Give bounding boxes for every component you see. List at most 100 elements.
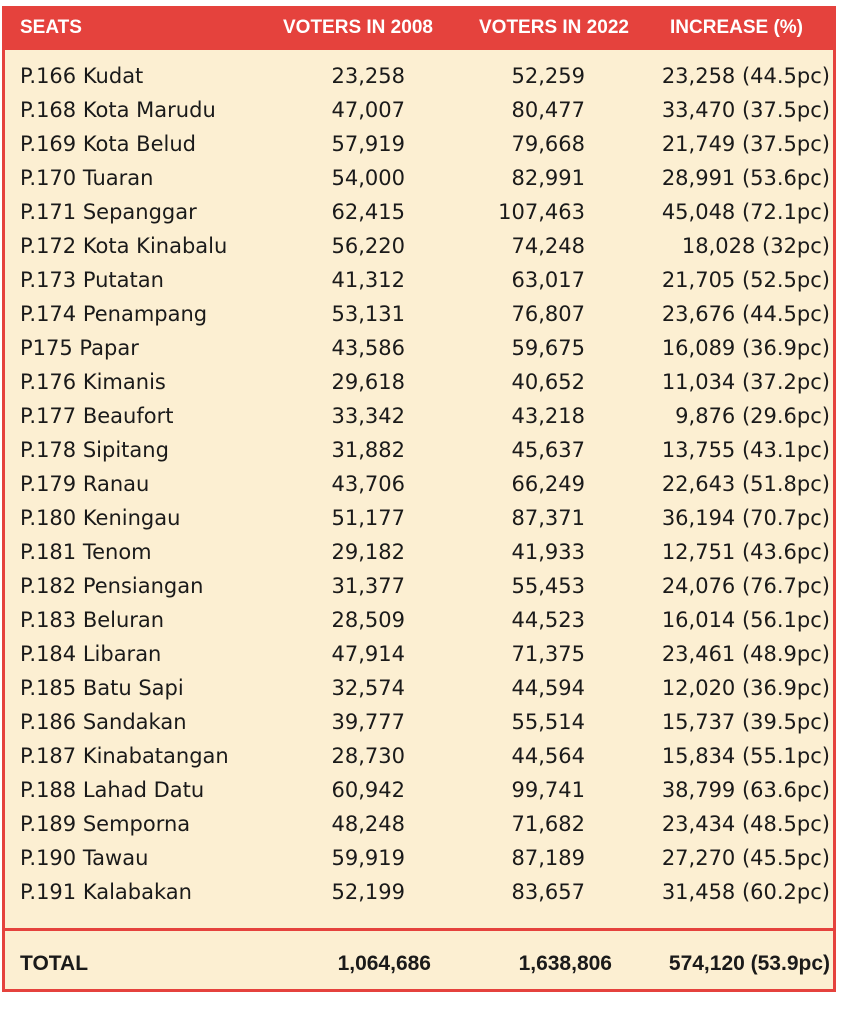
voters-2008-value: 56,220 (331, 234, 405, 258)
seat-name: P.190 Tawau (20, 846, 149, 870)
voters-2022-value: 55,514 (511, 710, 585, 734)
voters-2008-value: 47,914 (331, 642, 405, 666)
voters-2008-value: 48,248 (331, 812, 405, 836)
table-row: P.180 Keningau 51,177 87,371 36,194 (70.7pc… (5, 501, 833, 535)
voters-2008-value: 28,730 (331, 744, 405, 768)
seat-name: P.172 Kota Kinabalu (20, 234, 228, 258)
increase-value: 23,434 (48.5pc) (661, 812, 830, 836)
table-row: P.189 Semporna 48,248 71,682 23,434 (48.5pc… (5, 807, 833, 841)
table-row: P.183 Beluran 28,509 44,523 16,014 (56.1pc) (5, 603, 833, 637)
table-header: SEATS VOTERS IN 2008 VOTERS IN 2022 INCR… (5, 6, 833, 50)
voters-2022-value: 83,657 (511, 880, 585, 904)
voters-2022-value: 41,933 (511, 540, 585, 564)
header-voters-2022: VOTERS IN 2022 (479, 17, 629, 38)
header-increase: INCREASE (%) (670, 17, 804, 38)
increase-value: 16,089 (36.9pc) (661, 336, 830, 360)
voters-2008-value: 41,312 (331, 268, 405, 292)
voters-2022-value: 99,741 (511, 778, 585, 802)
increase-value: 38,799 (63.6pc) (661, 778, 830, 802)
voters-2022-value: 45,637 (511, 438, 585, 462)
seat-name: P.178 Sipitang (20, 438, 169, 462)
voters-2022-value: 43,218 (511, 404, 585, 428)
table-row: P.168 Kota Marudu 47,007 80,477 33,470 (37.… (5, 93, 833, 127)
increase-value: 23,258 (44.5pc) (661, 64, 830, 88)
increase-value: 23,676 (44.5pc) (661, 302, 830, 326)
voters-2008-value: 59,919 (331, 846, 405, 870)
voters-2022-value: 44,564 (511, 744, 585, 768)
table-row: P.179 Ranau 43,706 66,249 22,643 (51.8pc) (5, 467, 833, 501)
seat-name: P.186 Sandakan (20, 710, 187, 734)
table-row: P.185 Batu Sapi 32,574 44,594 12,020 (36.9p… (5, 671, 833, 705)
table-row: P.174 Penampang 53,131 76,807 23,676 (44.5p… (5, 297, 833, 331)
voters-2008-value: 29,618 (331, 370, 405, 394)
seat-name: P.182 Pensiangan (20, 574, 204, 598)
seat-name: P.168 Kota Marudu (20, 98, 216, 122)
voters-2022-value: 40,652 (511, 370, 585, 394)
table-row: P.170 Tuaran 54,000 82,991 28,991 (53.6pc) (5, 161, 833, 195)
voters-2022-value: 87,371 (511, 506, 585, 530)
voters-2022-value: 52,259 (511, 64, 585, 88)
table-row: P.171 Sepanggar 62,415 107,463 45,048 (72.1… (5, 195, 833, 229)
increase-value: 9,876 (29.6pc) (675, 404, 830, 428)
seat-name: P.189 Semporna (20, 812, 191, 836)
seat-name: P.181 Tenom (20, 540, 152, 564)
voters-table: SEATS VOTERS IN 2008 VOTERS IN 2022 INCR… (2, 6, 836, 992)
increase-value: 12,020 (36.9pc) (661, 676, 830, 700)
voters-2008-value: 31,377 (331, 574, 405, 598)
voters-2008-value: 43,706 (331, 472, 405, 496)
table-row: P175 Papar 43,586 59,675 16,089 (36.9pc) (5, 331, 833, 365)
seat-name: P.177 Beaufort (20, 404, 174, 428)
total-voters-2008: 1,064,686 (337, 952, 431, 975)
seat-name: P.185 Batu Sapi (20, 676, 184, 700)
voters-2022-value: 55,453 (511, 574, 585, 598)
voters-2008-value: 60,942 (331, 778, 405, 802)
table-row: P.172 Kota Kinabalu 56,220 74,248 18,028 (3… (5, 229, 833, 263)
voters-2022-value: 44,523 (511, 608, 585, 632)
voters-2022-value: 76,807 (511, 302, 585, 326)
voters-2008-value: 31,882 (331, 438, 405, 462)
seat-name: P.183 Beluran (20, 608, 165, 632)
seat-name: P.176 Kimanis (20, 370, 166, 394)
increase-value: 12,751 (43.6pc) (661, 540, 830, 564)
voters-2022-value: 71,682 (511, 812, 585, 836)
table-body: P.166 Kudat 23,258 52,259 23,258 (44.5pc) P.… (5, 59, 833, 909)
seat-name: P.179 Ranau (20, 472, 150, 496)
seat-name: P.171 Sepanggar (20, 200, 197, 224)
table-row: P.182 Pensiangan 31,377 55,453 24,076 (76.7… (5, 569, 833, 603)
voters-2022-value: 87,189 (511, 846, 585, 870)
voters-2008-value: 32,574 (331, 676, 405, 700)
seat-name: P.166 Kudat (20, 64, 144, 88)
increase-value: 21,705 (52.5pc) (661, 268, 830, 292)
increase-value: 18,028 (32pc) (681, 234, 830, 258)
voters-2008-value: 23,258 (331, 64, 405, 88)
seat-name: P.187 Kinabatangan (20, 744, 229, 768)
voters-2008-value: 47,007 (331, 98, 405, 122)
seat-name: P175 Papar (20, 336, 139, 360)
voters-2008-value: 43,586 (331, 336, 405, 360)
table-row: P.173 Putatan 41,312 63,017 21,705 (52.5pc) (5, 263, 833, 297)
voters-2022-value: 44,594 (511, 676, 585, 700)
table-row: P.181 Tenom 29,182 41,933 12,751 (43.6pc) (5, 535, 833, 569)
table-row: P.177 Beaufort 33,342 43,218 9,876 (29.6pc) (5, 399, 833, 433)
voters-2008-value: 52,199 (331, 880, 405, 904)
total-label: TOTAL (20, 952, 89, 975)
voters-2008-value: 57,919 (331, 132, 405, 156)
table-row: P.186 Sandakan 39,777 55,514 15,737 (39.5pc… (5, 705, 833, 739)
table-row: P.187 Kinabatangan 28,730 44,564 15,834 (55… (5, 739, 833, 773)
increase-value: 11,034 (37.2pc) (661, 370, 830, 394)
increase-value: 36,194 (70.7pc) (661, 506, 830, 530)
voters-2008-value: 53,131 (331, 302, 405, 326)
seat-name: P.173 Putatan (20, 268, 164, 292)
voters-2008-value: 62,415 (331, 200, 405, 224)
increase-value: 15,737 (39.5pc) (661, 710, 830, 734)
increase-value: 15,834 (55.1pc) (661, 744, 830, 768)
table-row: P.176 Kimanis 29,618 40,652 11,034 (37.2pc) (5, 365, 833, 399)
voters-2022-value: 63,017 (511, 268, 585, 292)
total-increase: 574,120 (53.9pc) (668, 952, 830, 975)
total-row: TOTAL 1,064,686 1,638,806 574,120 (53.9p… (5, 944, 833, 984)
increase-value: 21,749 (37.5pc) (661, 132, 830, 156)
total-voters-2022: 1,638,806 (518, 952, 612, 975)
header-voters-2008: VOTERS IN 2008 (283, 17, 433, 38)
voters-2022-value: 66,249 (511, 472, 585, 496)
table-row: P.191 Kalabakan 52,199 83,657 31,458 (60.2p… (5, 875, 833, 909)
